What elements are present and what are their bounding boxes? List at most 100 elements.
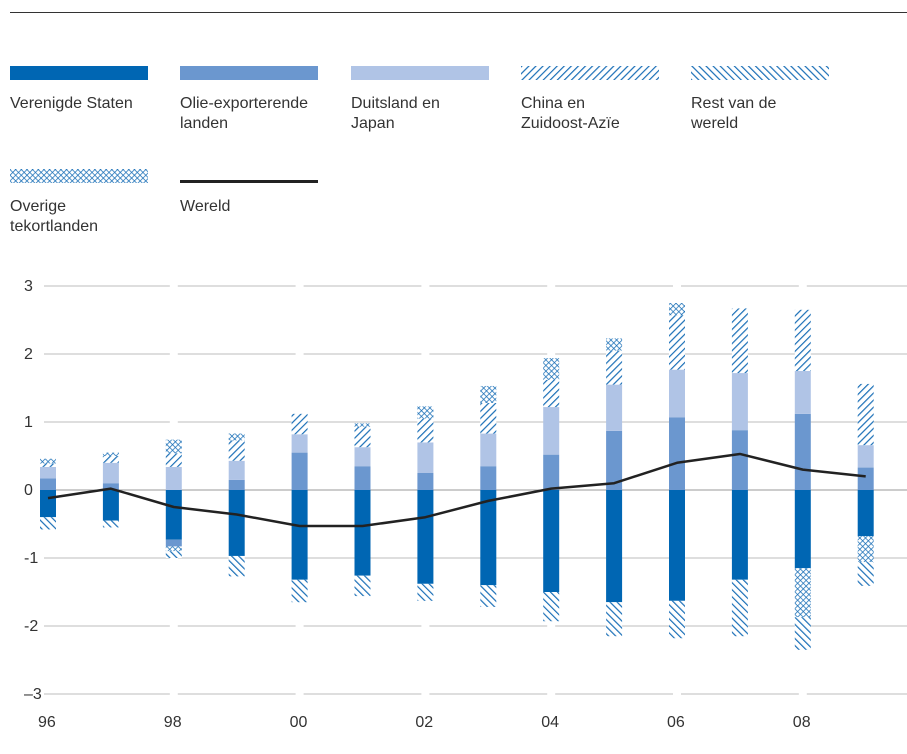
bar-segment [480, 402, 497, 434]
bar-segment [165, 439, 182, 454]
legend-label-line: Olie-exporterende [180, 95, 309, 112]
legend-label: China en Zuidoost-Azïe [521, 94, 681, 134]
bar-segment [165, 490, 182, 540]
legend-label-line: tekortlanden [10, 218, 99, 235]
bar-segment [669, 303, 685, 316]
bar-segment [291, 434, 308, 453]
legend-label-line: Duitsland en [351, 95, 440, 112]
bar-segment [354, 426, 371, 448]
bar-segment [40, 466, 56, 479]
bar-segment [165, 539, 182, 547]
legend-item-duitsland-en-japan: Duitsland en Japan [351, 66, 511, 134]
bar-segment [417, 473, 434, 490]
bar-segment [543, 407, 560, 455]
legend-label-line: wereld [691, 115, 739, 132]
bar-segment [40, 478, 56, 490]
bar-segment [669, 369, 685, 418]
legend-label-line: Wereld [180, 198, 231, 215]
legend-label-line: Zuidoost-Azïe [521, 115, 620, 132]
bar-segment [794, 617, 811, 650]
bar-segment [794, 568, 811, 618]
bar-segment [40, 463, 56, 467]
legend-label-line: China en [521, 95, 586, 112]
bar-segment [731, 490, 748, 580]
legend-swatch [351, 66, 489, 80]
legend-swatch [521, 66, 659, 80]
legend-label: Olie-exporterende landen [180, 94, 340, 134]
bar-segment [794, 309, 811, 371]
bar-segment [543, 490, 560, 592]
legend-item-china-en-zuidoost-azie: China en Zuidoost-Azïe [521, 66, 681, 134]
bar-segment [606, 602, 623, 637]
x-tick-label: 06 [667, 714, 685, 731]
bar-segment [291, 413, 308, 435]
y-tick-label: 3 [24, 278, 33, 295]
legend-label: Wereld [180, 197, 340, 217]
bar-segment [543, 379, 560, 408]
bar-segment [794, 371, 811, 414]
bar-segment [417, 442, 434, 473]
bar-segment [291, 579, 308, 603]
legend-item-overige-tekortlanden: Overige tekortlanden [10, 169, 170, 237]
bar-segment [606, 350, 623, 385]
legend-label: Rest van de wereld [691, 94, 851, 134]
bar-segment [165, 551, 182, 558]
legend-swatch [10, 66, 148, 80]
legend-label-line: Japan [351, 115, 395, 132]
legend-swatch [10, 169, 148, 183]
bar-segment [857, 445, 874, 468]
bar-segment [40, 490, 56, 518]
bar-segment [102, 483, 119, 490]
x-tick-label: 04 [541, 714, 559, 731]
bar-segment [480, 490, 497, 586]
legend-label-line: Rest van de [691, 95, 777, 112]
bar-segment [228, 433, 245, 441]
bar-segment [354, 575, 371, 597]
bar-segment [857, 562, 874, 586]
legend-line-swatch [180, 180, 318, 183]
bar-segment [40, 517, 56, 530]
bar-segment [669, 600, 685, 639]
bar-segment [417, 406, 434, 419]
legend-swatch [691, 66, 829, 80]
bar-segment [354, 490, 371, 576]
bar-segment [354, 423, 371, 427]
bar-segment [794, 413, 811, 490]
legend-item-rest-van-de-wereld: Rest van de wereld [691, 66, 851, 134]
bar-segment [857, 383, 874, 446]
bar-segment [543, 358, 560, 380]
legend-item-verenigde-staten: Verenigde Staten [10, 66, 170, 114]
bar-segment [480, 585, 497, 607]
bar-segment [228, 479, 245, 490]
bar-segment [228, 555, 245, 577]
bar-segment [480, 385, 497, 403]
y-tick-label: 0 [24, 482, 33, 499]
bar-segment [794, 490, 811, 569]
x-tick-label: 96 [38, 714, 56, 731]
x-tick-label: 98 [164, 714, 182, 731]
bar-segment [102, 490, 119, 521]
bar-segment [228, 440, 245, 461]
legend-label-line: Overige [10, 198, 67, 215]
bar-segment [606, 430, 623, 490]
bar-segment [291, 490, 308, 580]
y-tick-label: –3 [24, 686, 42, 703]
bar-segment [417, 583, 434, 601]
x-tick-label: 00 [290, 714, 308, 731]
bar-segment [165, 453, 182, 467]
bar-segment [417, 418, 434, 443]
bar-segment [228, 460, 245, 480]
top-rule [10, 12, 907, 13]
x-tick-label: 02 [415, 714, 433, 731]
bar-segment [606, 384, 623, 431]
bar-segment [354, 447, 371, 467]
bar-segment [228, 490, 245, 556]
legend-label-line: landen [180, 115, 229, 132]
legend-label: Verenigde Staten [10, 94, 170, 114]
bar-segment [669, 490, 685, 601]
bar-segment [857, 490, 874, 537]
y-tick-label: -1 [24, 550, 38, 567]
bar-segment [102, 462, 119, 484]
bar-segment [669, 315, 685, 370]
